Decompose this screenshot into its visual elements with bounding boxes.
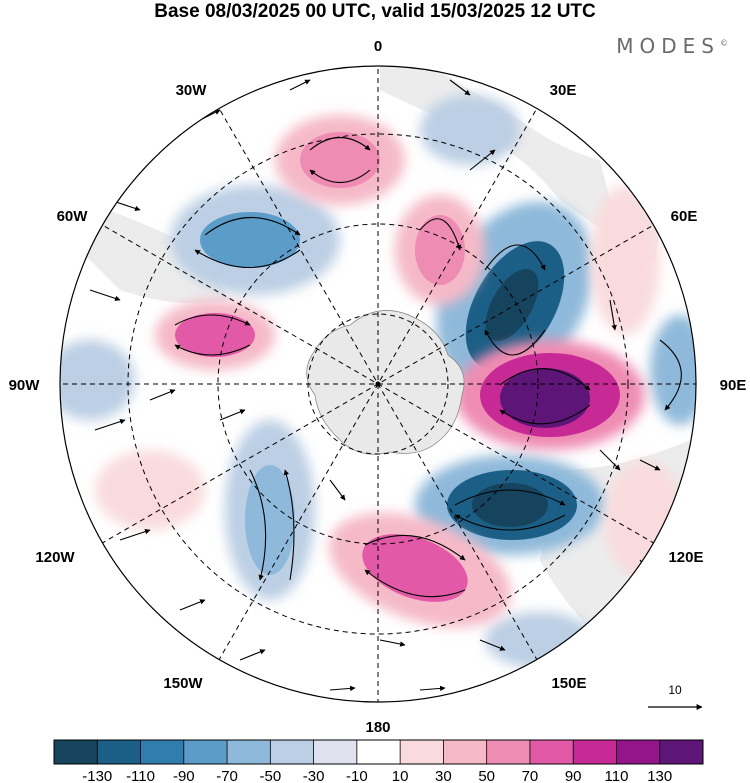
colorbar-swatch	[400, 740, 444, 764]
colorbar-swatch	[313, 740, 358, 764]
map-boundary	[59, 65, 697, 703]
south-pole-marker	[375, 381, 381, 387]
lon-label-120e: 120E	[668, 549, 703, 566]
low-anomaly	[420, 95, 520, 165]
copyright-mark: ©	[720, 38, 728, 48]
lon-label-0: 0	[374, 38, 382, 55]
lon-label-150w: 150W	[163, 675, 203, 692]
colorbar-swatches	[53, 739, 704, 765]
high-anomaly	[95, 450, 205, 530]
colorbar-swatch	[616, 740, 661, 764]
lon-label-30w: 30W	[176, 82, 208, 99]
brand-name: MODES	[616, 34, 720, 58]
high-anomaly-core	[415, 215, 465, 285]
colorbar-frame	[53, 739, 704, 765]
low-anomaly	[60, 340, 135, 420]
lon-label-150e: 150E	[551, 675, 586, 692]
colorbar-swatch	[227, 740, 271, 764]
colorbar-tick-label: -110	[126, 768, 155, 783]
colorbar-tick-label: -50	[259, 768, 281, 783]
reference-vector-label: 10	[668, 683, 682, 697]
high-anomaly-core	[175, 313, 255, 357]
antarctica-landmass	[306, 310, 465, 455]
low-anomaly-core	[200, 212, 300, 268]
colorbar-tick-label: 50	[478, 768, 495, 783]
colorbar-swatch	[529, 740, 574, 764]
high-anomaly-core	[300, 132, 380, 188]
modes-logo: MODES©	[616, 34, 728, 58]
colorbar-swatch	[573, 740, 617, 764]
map-title: Base 08/03/2025 00 UTC, valid 15/03/2025…	[154, 1, 596, 22]
colorbar-tick-label: -130	[82, 768, 112, 783]
lon-label-90w: 90W	[9, 377, 41, 394]
high-anomaly	[590, 185, 660, 335]
colorbar-swatch	[140, 740, 185, 764]
anomaly-blobs	[60, 95, 696, 668]
colorbar-tick-label: -10	[346, 768, 368, 783]
colorbar-swatch	[97, 740, 142, 764]
colorbar-swatch	[270, 740, 315, 764]
lon-label-30e: 30E	[550, 82, 577, 99]
colorbar-tick-label: 10	[392, 768, 409, 783]
colorbar-tick-label: -90	[173, 768, 195, 783]
lon-label-120w: 120W	[35, 549, 75, 566]
low-anomaly-core	[485, 268, 539, 342]
colorbar-tick-label: -70	[216, 768, 238, 783]
colorbar-swatch	[183, 740, 228, 764]
colorbar-tick-label: 90	[565, 768, 582, 783]
low-anomaly-core	[472, 483, 548, 527]
colorbar-ticks: -130 -110 -90 -70 -50 -30 -10 10 30 50 70 90 110 130	[82, 740, 672, 783]
colorbar-swatch	[356, 740, 401, 764]
colorbar-swatch	[659, 740, 704, 764]
colorbar-tick-label: -30	[303, 768, 325, 783]
low-anomaly-core	[245, 465, 295, 575]
colorbar-tick-label: 30	[435, 768, 452, 783]
lon-label-60e: 60E	[671, 208, 698, 225]
colorbar-tick-label: 130	[647, 768, 672, 783]
lon-label-60w: 60W	[57, 208, 89, 225]
colorbar-swatch	[54, 740, 98, 764]
colorbar-tick-label: 110	[605, 768, 629, 783]
lon-label-180: 180	[365, 719, 390, 736]
lon-label-90e: 90E	[720, 377, 747, 394]
colorbar-swatch	[486, 740, 531, 764]
colorbar-tick-label: 70	[522, 768, 539, 783]
colorbar-swatch	[443, 740, 488, 764]
high-anomaly-core	[500, 368, 590, 428]
